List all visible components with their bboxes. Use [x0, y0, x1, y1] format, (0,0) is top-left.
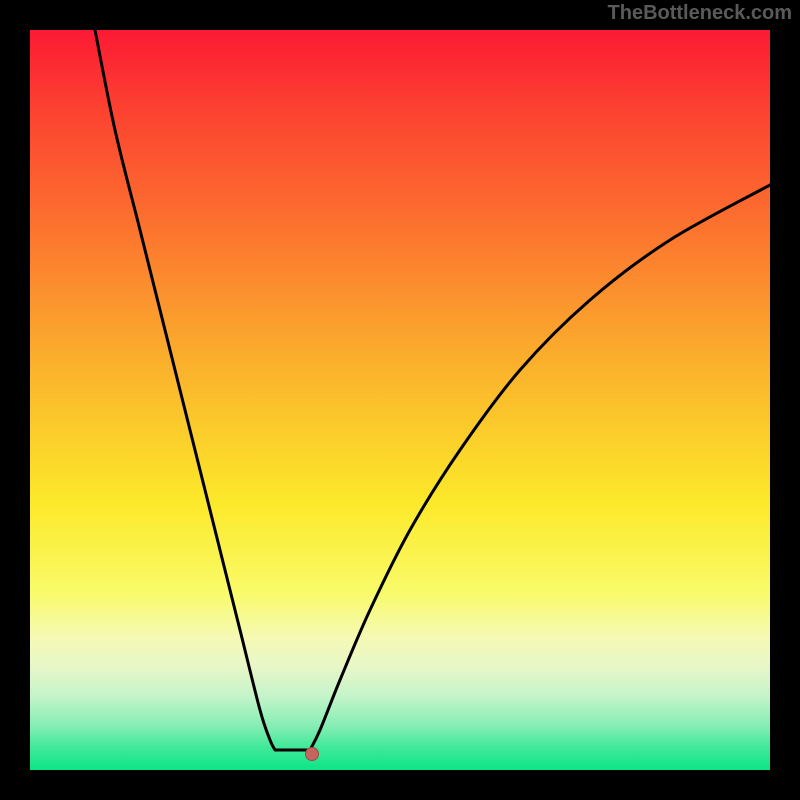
minimum-marker	[305, 747, 319, 761]
watermark-text: TheBottleneck.com	[608, 2, 792, 25]
chart-container: TheBottleneck.com	[0, 0, 800, 800]
curve-svg	[30, 30, 770, 770]
plot-area	[30, 30, 770, 770]
curve-path	[95, 30, 770, 750]
